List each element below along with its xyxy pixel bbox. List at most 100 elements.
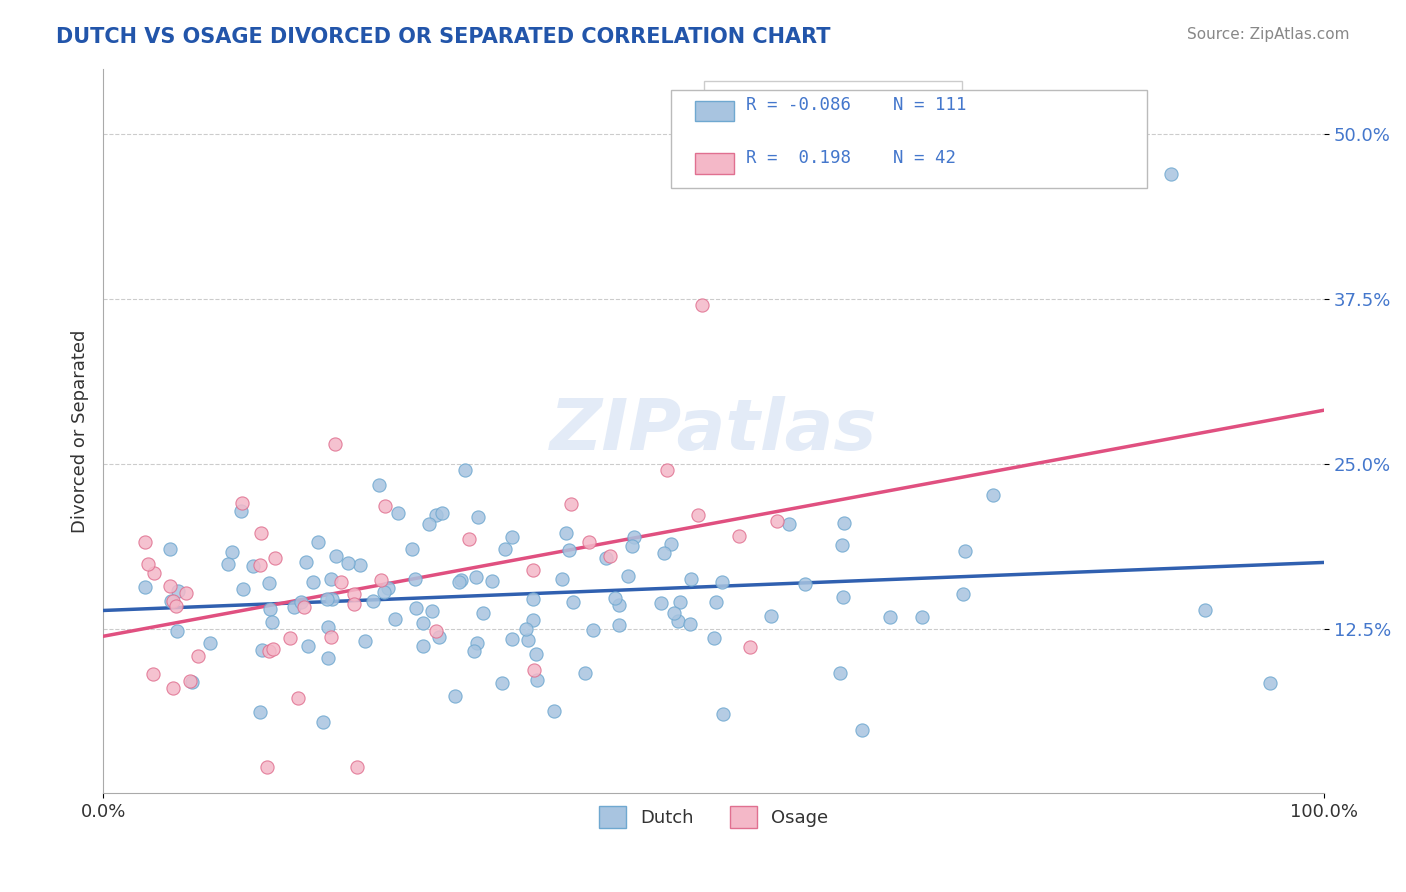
- Dutch: [659, 537, 682, 551]
- Dutch: [517, 632, 540, 647]
- Osage: [738, 640, 761, 654]
- Osage: [688, 508, 710, 523]
- Dutch: [297, 640, 319, 654]
- Dutch: [952, 587, 974, 601]
- Osage: [342, 597, 364, 611]
- Osage: [319, 631, 342, 645]
- Osage: [264, 551, 287, 566]
- Osage: [457, 533, 479, 547]
- Osage: [257, 644, 280, 658]
- Dutch: [620, 539, 643, 553]
- Dutch: [481, 574, 503, 588]
- Dutch: [652, 546, 675, 560]
- Dutch: [679, 617, 702, 632]
- Osage: [766, 514, 789, 528]
- Dutch: [250, 643, 273, 657]
- Dutch: [581, 623, 603, 637]
- Dutch: [316, 620, 339, 634]
- Dutch: [217, 558, 239, 572]
- Osage: [287, 690, 309, 705]
- Dutch: [464, 570, 486, 584]
- Dutch: [418, 517, 440, 532]
- Dutch: [851, 723, 873, 738]
- Osage: [142, 667, 165, 681]
- Dutch: [703, 631, 725, 645]
- Dutch: [160, 593, 183, 607]
- FancyBboxPatch shape: [671, 90, 1147, 188]
- Dutch: [249, 705, 271, 719]
- Dutch: [242, 559, 264, 574]
- Text: Source: ZipAtlas.com: Source: ZipAtlas.com: [1187, 27, 1350, 42]
- Dutch: [312, 715, 335, 730]
- Dutch: [307, 534, 329, 549]
- Dutch: [363, 593, 385, 607]
- Dutch: [262, 615, 284, 629]
- Dutch: [491, 676, 513, 690]
- Dutch: [315, 592, 337, 607]
- Dutch: [832, 516, 855, 530]
- Dutch: [832, 590, 855, 604]
- Osage: [159, 579, 181, 593]
- Osage: [142, 566, 165, 580]
- Dutch: [522, 613, 544, 627]
- Text: ZIPatlas: ZIPatlas: [550, 396, 877, 466]
- Dutch: [595, 550, 617, 565]
- Osage: [690, 298, 713, 312]
- Dutch: [574, 665, 596, 680]
- Dutch: [981, 488, 1004, 502]
- Dutch: [761, 609, 783, 624]
- Osage: [728, 529, 751, 543]
- Dutch: [166, 624, 188, 639]
- Dutch: [450, 573, 472, 587]
- Dutch: [387, 506, 409, 520]
- Osage: [292, 600, 315, 615]
- Dutch: [454, 463, 477, 477]
- Dutch: [778, 516, 800, 531]
- Osage: [136, 558, 159, 572]
- Osage: [599, 549, 621, 563]
- Dutch: [229, 504, 252, 518]
- Dutch: [336, 556, 359, 570]
- Dutch: [953, 544, 976, 558]
- Dutch: [425, 508, 447, 522]
- Dutch: [711, 575, 734, 590]
- Osage: [560, 497, 582, 511]
- Osage: [162, 681, 184, 695]
- Dutch: [420, 604, 443, 618]
- Dutch: [501, 632, 523, 646]
- Dutch: [463, 644, 485, 658]
- Dutch: [412, 616, 434, 631]
- Dutch: [501, 529, 523, 543]
- Dutch: [522, 591, 544, 606]
- Dutch: [467, 509, 489, 524]
- Dutch: [295, 556, 318, 570]
- Osage: [578, 535, 600, 549]
- Dutch: [321, 591, 343, 606]
- Osage: [250, 526, 273, 541]
- Osage: [425, 624, 447, 638]
- Osage: [374, 499, 396, 513]
- Dutch: [623, 530, 645, 544]
- Osage: [523, 663, 546, 677]
- Osage: [165, 599, 187, 614]
- Dutch: [558, 543, 581, 558]
- Dutch: [526, 673, 548, 688]
- Dutch: [321, 572, 343, 586]
- Osage: [162, 593, 184, 607]
- Dutch: [447, 575, 470, 590]
- Text: R =  0.198    N = 42: R = 0.198 N = 42: [747, 149, 956, 167]
- Dutch: [166, 583, 188, 598]
- Osage: [346, 760, 368, 774]
- Dutch: [325, 549, 347, 563]
- Dutch: [551, 572, 574, 586]
- Dutch: [831, 538, 853, 552]
- Dutch: [524, 647, 547, 661]
- Text: R = -0.086    N = 111: R = -0.086 N = 111: [747, 96, 967, 114]
- Dutch: [1194, 603, 1216, 617]
- Dutch: [198, 636, 221, 650]
- Dutch: [405, 601, 427, 615]
- Dutch: [662, 607, 685, 621]
- Dutch: [494, 541, 516, 556]
- Dutch: [830, 665, 852, 680]
- Osage: [370, 574, 392, 588]
